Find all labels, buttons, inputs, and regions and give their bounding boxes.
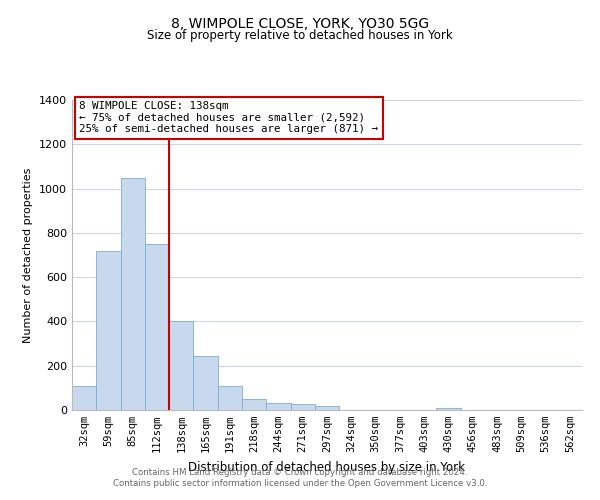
Bar — [242, 399, 266, 410]
Text: Contains HM Land Registry data © Crown copyright and database right 2024.
Contai: Contains HM Land Registry data © Crown c… — [113, 468, 487, 487]
Y-axis label: Number of detached properties: Number of detached properties — [23, 168, 34, 342]
Bar — [193, 356, 218, 410]
Bar — [315, 406, 339, 410]
Bar — [266, 404, 290, 410]
Text: 8 WIMPOLE CLOSE: 138sqm
← 75% of detached houses are smaller (2,592)
25% of semi: 8 WIMPOLE CLOSE: 138sqm ← 75% of detache… — [79, 101, 378, 134]
Bar — [290, 404, 315, 410]
Text: Size of property relative to detached houses in York: Size of property relative to detached ho… — [147, 29, 453, 42]
Bar — [169, 322, 193, 410]
X-axis label: Distribution of detached houses by size in York: Distribution of detached houses by size … — [188, 460, 466, 473]
Bar — [72, 386, 96, 410]
Bar — [96, 250, 121, 410]
Bar — [436, 408, 461, 410]
Text: 8, WIMPOLE CLOSE, YORK, YO30 5GG: 8, WIMPOLE CLOSE, YORK, YO30 5GG — [171, 18, 429, 32]
Bar — [218, 386, 242, 410]
Bar — [121, 178, 145, 410]
Bar — [145, 244, 169, 410]
